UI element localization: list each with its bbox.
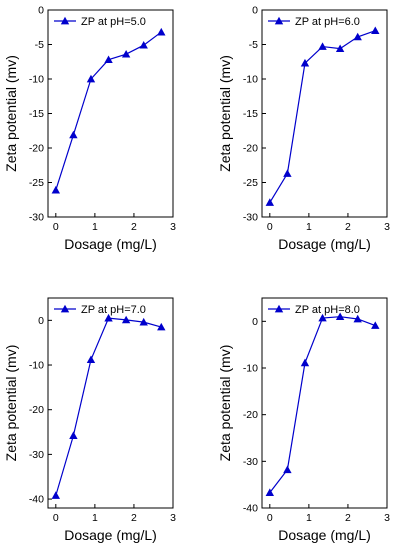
x-axis-label: Dosage (mg/L) xyxy=(278,527,371,543)
y-tick-label: -40 xyxy=(29,494,44,506)
data-point-triangle xyxy=(318,313,327,322)
legend-marker-triangle xyxy=(274,16,284,25)
data-point-triangle xyxy=(104,313,113,322)
y-tick-label: -40 xyxy=(243,503,258,515)
y-tick-label: -15 xyxy=(243,108,258,120)
y-tick-label: -10 xyxy=(29,74,44,86)
data-point-triangle xyxy=(265,488,275,496)
data-point-triangle xyxy=(353,32,362,41)
legend-label: ZP at pH=6.0 xyxy=(295,16,360,28)
legend-marker-triangle xyxy=(60,304,70,313)
x-tick-label: 2 xyxy=(345,221,351,233)
data-point-triangle xyxy=(300,358,310,367)
legend-label: ZP at pH=7.0 xyxy=(81,304,146,316)
x-tick-label: 1 xyxy=(92,221,98,233)
data-point-triangle xyxy=(318,42,327,50)
x-tick-label: 1 xyxy=(306,512,312,524)
data-point-triangle xyxy=(51,185,61,194)
x-tick-label: 3 xyxy=(384,221,390,233)
y-tick-label: -15 xyxy=(29,108,44,120)
y-tick-label: -20 xyxy=(29,404,44,416)
data-point-triangle xyxy=(104,55,113,64)
data-point-triangle xyxy=(51,491,61,499)
plot-frame xyxy=(47,9,174,218)
x-tick-label: 0 xyxy=(53,221,59,233)
y-tick-label: 0 xyxy=(38,315,44,327)
x-tick-label: 2 xyxy=(131,512,137,524)
y-tick-label: -5 xyxy=(249,39,258,51)
y-tick-label: -10 xyxy=(243,363,258,375)
data-point-triangle xyxy=(371,26,380,35)
x-tick-label: 1 xyxy=(306,221,312,233)
y-tick-label: -30 xyxy=(29,449,44,461)
data-point-triangle xyxy=(335,312,345,321)
chart-panel-4: 0 -10 -20 -30 -40 0 1 2 3 Dosage (mg/L) Zeta poten… xyxy=(217,297,390,543)
plot-frame xyxy=(47,297,174,509)
y-tick-label: -30 xyxy=(243,456,258,468)
y-tick-label: -10 xyxy=(29,360,44,372)
data-point-triangle xyxy=(283,465,292,474)
series-line xyxy=(55,317,162,496)
y-tick-label: -5 xyxy=(35,39,44,51)
data-point-triangle xyxy=(157,322,166,331)
chart-panel-3: 0 -10 -20 -30 -40 0 1 2 3 Dosage (mg/L) Zeta poten… xyxy=(3,297,176,543)
chart-panel-2: 0 -5 -10 -15 -20 -25 -30 0 1 2 3 Dosage (mg/L) Zeta … xyxy=(217,5,390,253)
x-tick-label: 0 xyxy=(267,512,273,524)
y-tick-label: 0 xyxy=(252,316,258,328)
y-tick-label: 0 xyxy=(38,5,44,17)
x-axis-label: Dosage (mg/L) xyxy=(64,527,157,543)
y-tick-label: 0 xyxy=(252,5,258,17)
data-point-triangle xyxy=(121,49,131,58)
series-line xyxy=(269,316,376,493)
plot-frame xyxy=(261,297,388,509)
x-tick-label: 3 xyxy=(170,221,176,233)
data-point-triangle xyxy=(157,27,166,36)
data-point-triangle xyxy=(371,321,380,329)
x-tick-label: 0 xyxy=(53,512,59,524)
y-axis-label: Zeta potential (mv) xyxy=(3,345,19,462)
data-point-triangle xyxy=(300,58,310,67)
y-tick-label: -30 xyxy=(243,212,258,224)
x-axis-label: Dosage (mg/L) xyxy=(64,236,157,252)
legend-marker-triangle xyxy=(60,16,70,25)
data-point-triangle xyxy=(69,431,78,439)
x-axis-label: Dosage (mg/L) xyxy=(278,236,371,252)
x-tick-label: 3 xyxy=(384,512,390,524)
y-axis-label: Zeta potential (mv) xyxy=(3,55,19,172)
data-point-triangle xyxy=(139,317,148,326)
data-point-triangle xyxy=(139,40,148,49)
y-axis-label: Zeta potential (mv) xyxy=(217,345,233,462)
legend-label: ZP at pH=8.0 xyxy=(295,304,360,316)
data-point-triangle xyxy=(283,169,292,177)
x-tick-label: 2 xyxy=(345,512,351,524)
data-point-triangle xyxy=(69,130,78,139)
y-tick-label: -25 xyxy=(243,177,258,189)
y-axis-label: Zeta potential (mv) xyxy=(217,55,233,172)
data-point-triangle xyxy=(121,315,131,324)
y-tick-label: -20 xyxy=(243,143,258,155)
x-tick-label: 0 xyxy=(267,221,273,233)
y-tick-label: -20 xyxy=(243,409,258,421)
y-tick-label: -30 xyxy=(29,212,44,224)
data-point-triangle xyxy=(353,314,362,323)
y-tick-label: -20 xyxy=(29,143,44,155)
data-point-triangle xyxy=(86,355,96,364)
data-point-triangle xyxy=(265,198,275,206)
data-point-triangle xyxy=(335,44,345,52)
y-tick-label: -10 xyxy=(243,74,258,86)
chart-panel-1: 0 -5 -10 -15 -20 -25 -30 0 1 2 3 Dosage (mg/L) Zeta … xyxy=(3,5,176,253)
plot-frame xyxy=(261,9,388,218)
y-tick-label: -25 xyxy=(29,177,44,189)
legend-label: ZP at pH=5.0 xyxy=(81,16,146,28)
data-point-triangle xyxy=(86,74,96,83)
legend-marker-triangle xyxy=(274,304,284,313)
x-tick-label: 3 xyxy=(170,512,176,524)
x-tick-label: 2 xyxy=(131,221,137,233)
x-tick-label: 1 xyxy=(92,512,98,524)
